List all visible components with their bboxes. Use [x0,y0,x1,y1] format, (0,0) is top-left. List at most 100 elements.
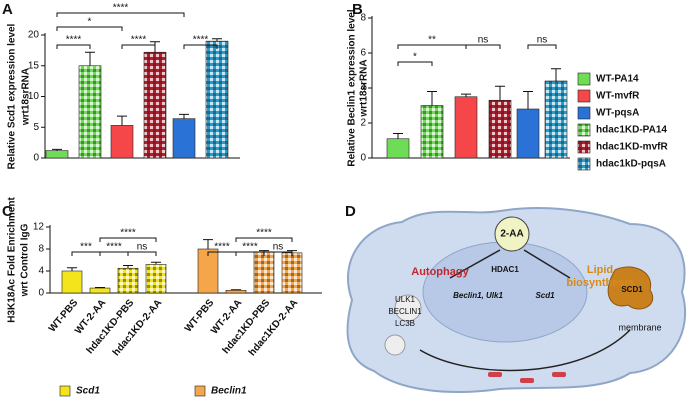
significance-label: ** [428,35,436,46]
bar [544,80,568,159]
bar [89,287,111,294]
legend-swatch [59,385,71,397]
significance-label: ns [478,35,489,46]
bar [45,150,69,159]
legend-label: WT-pqsA [596,108,639,119]
legend-swatch [194,385,206,397]
legend-label: hdac1kD-pqsA [596,159,666,170]
bar [110,125,134,159]
significance-label: **** [131,35,147,46]
bar [145,264,167,294]
error-bar [495,85,505,101]
bar [386,138,410,159]
error-bar [85,51,95,66]
error-bar [52,148,62,151]
x-tick-label: hdac1KD-2-AA [111,298,164,359]
error-bar [151,261,161,265]
y-tick-label: 4 [360,83,366,94]
y-tick-label: 8 [38,244,44,255]
y-tick-label: 5 [33,122,39,133]
bar [253,251,275,294]
bar [281,252,303,294]
legend-swatch [577,89,591,103]
nucleus [422,241,588,343]
bar [225,289,247,294]
lipid-label: biosynthesis [566,277,633,289]
y-axis-label: wrt Control IgG [20,223,31,297]
inhibit-line [449,249,501,279]
vesicle [394,294,422,322]
significance-bracket [465,44,501,49]
error-bar [179,113,189,119]
bacterium [552,372,566,377]
error-bar [117,115,127,126]
y-tick-label: 0 [360,153,366,164]
bar [488,99,512,159]
inhibit-line [523,249,571,279]
significance-label: **** [193,35,209,46]
significance-bracket [56,44,91,49]
legend-swatch [577,106,591,120]
bacterium [488,372,502,377]
y-axis-label: wrt18srRNA [359,59,370,117]
legend-label: Scd1 [76,386,100,397]
legend-swatch [577,157,591,171]
y-axis-label: wrt18srRNA [21,68,32,126]
legend-label: WT-PA14 [596,74,639,85]
significance-bracket [56,12,185,17]
significance-label: **** [120,228,136,239]
significance-label: ns [537,35,548,46]
significance-label: **** [242,242,258,253]
scd-blob [607,266,653,310]
bar [454,96,478,159]
protein-label: BECLIN1 [388,307,422,316]
protein-label: ULK1 [395,295,416,304]
significance-label: **** [214,242,230,253]
legend-swatch [577,140,591,154]
y-tick-label: 4 [38,266,44,277]
bacterium [520,378,534,383]
panel-label: B [352,1,363,18]
gene-label: Beclin1, Ulk1 [453,291,503,300]
significance-bracket [56,26,123,31]
gene-label: Scd1 [535,291,555,300]
y-tick-label: 0 [33,153,39,164]
y-axis-label: Relative Scd1 expression level [7,23,18,169]
error-bar [67,267,77,271]
significance-bracket [183,44,218,49]
legend-swatch [577,123,591,137]
panel-label: A [2,1,13,18]
significance-bracket [99,237,157,242]
significance-label: **** [106,242,122,253]
vesicle [384,334,406,356]
y-axis-label: Relative Beclin1 expression level [347,9,358,167]
error-bar [551,68,561,81]
bar [172,118,196,159]
y-tick-label: 0 [38,288,44,299]
panel-label: D [345,203,356,220]
significance-label: **** [113,3,129,14]
scd-label: SCD1 [621,285,643,294]
legend-label: Beclin1 [211,386,247,397]
error-bar [95,287,105,289]
error-bar [203,239,213,249]
y-tick-label: 20 [28,30,40,41]
error-bar [523,91,533,109]
arc [419,329,631,372]
significance-label: *** [80,242,92,253]
membrane-label: membrane [618,322,661,332]
protein-label: LC3B [395,319,415,328]
significance-bracket [121,44,156,49]
significance-bracket [527,44,557,49]
significance-label: ns [273,242,284,253]
legend-label: hdac1KD-PA14 [596,125,667,136]
error-bar [212,38,222,42]
bar [420,105,444,159]
error-bar [427,91,437,106]
panel-label: C [2,203,13,220]
significance-label: ns [137,242,148,253]
bar [516,108,540,159]
significance-bracket [235,237,293,242]
